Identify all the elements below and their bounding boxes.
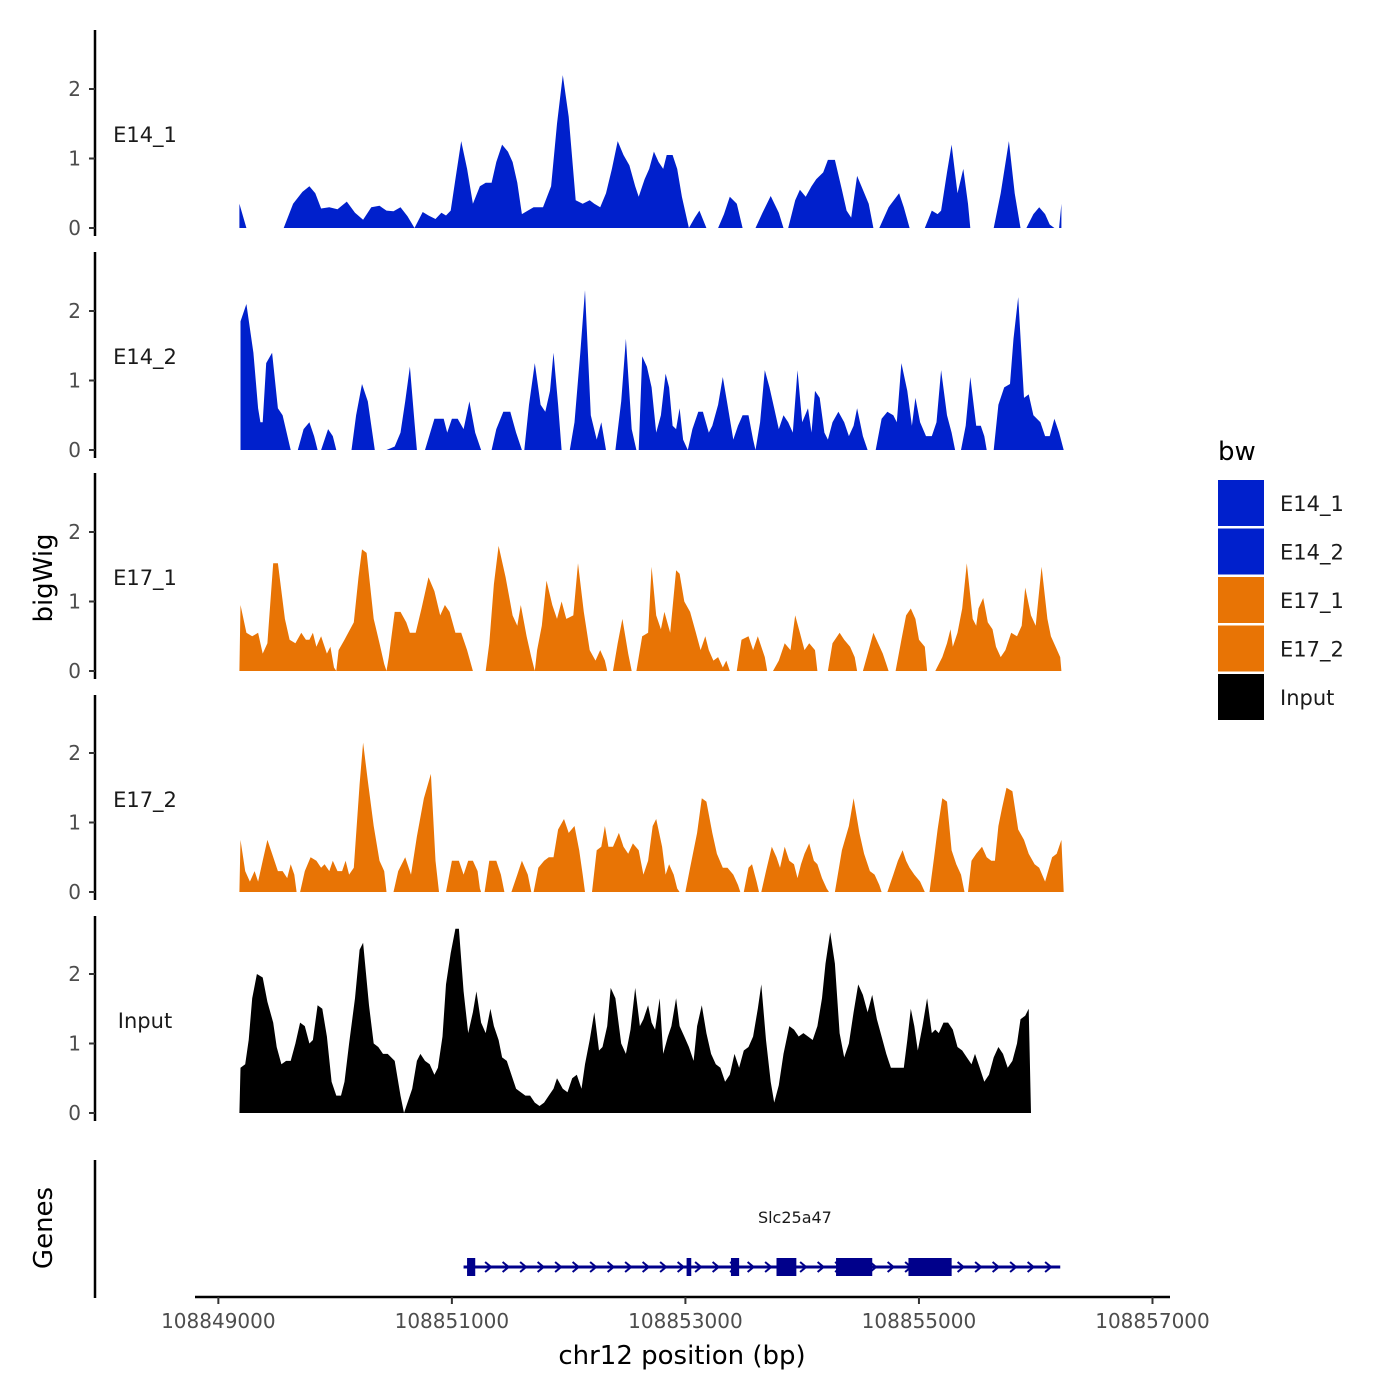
strand-arrow [554, 1261, 563, 1273]
gene-exon [467, 1258, 476, 1276]
signal-area-Input [239, 928, 1031, 1113]
signal-area-E14_1 [239, 75, 1062, 228]
track-Input: 0 1 2 Input [68, 916, 1031, 1125]
strand-arrow [641, 1261, 651, 1273]
x-tick-label: 108857000 [1095, 1309, 1210, 1333]
legend-entry-E14_2: E14_2 [1218, 528, 1344, 575]
strand-arrow [991, 1261, 1001, 1273]
legend-entry-Input: Input [1218, 674, 1334, 720]
track-label: E17_1 [113, 566, 177, 591]
legend-label: Input [1280, 686, 1334, 710]
legend-swatch [1218, 577, 1264, 623]
y-tick-label: 0 [68, 880, 81, 904]
signal-area-E17_1 [239, 545, 1062, 671]
y-tick-label: 1 [68, 811, 81, 835]
legend-label: E17_2 [1280, 638, 1344, 663]
gene-exon [730, 1258, 740, 1276]
y-tick-label: 0 [68, 659, 81, 683]
y-tick-label: 0 [68, 1101, 81, 1125]
strand-arrow [764, 1261, 773, 1273]
signal-area-E14_2 [240, 290, 1064, 450]
signal-tracks: 0 1 2 E14_1 0 1 2 E14_2 0 1 2 E17_1 0 1 2 E17_2 0 1 2 Input [68, 30, 1064, 1125]
strand-arrow [1009, 1261, 1018, 1273]
gene-exon [836, 1258, 873, 1276]
x-tick-label: 108855000 [862, 1309, 977, 1333]
legend-label: E17_1 [1280, 589, 1344, 614]
strand-arrow [1026, 1261, 1036, 1273]
gene-exon [908, 1258, 952, 1276]
signal-area-E17_2 [239, 742, 1064, 892]
strand-arrow [624, 1261, 633, 1273]
legend: E14_1 E14_2 E17_1 E17_2 Input [1218, 480, 1344, 720]
strand-arrow [519, 1261, 528, 1273]
genes-panel: Slc25a47 [93, 1160, 1061, 1298]
track-E14_2: 0 1 2 E14_2 [68, 252, 1064, 462]
legend-swatch [1218, 528, 1264, 575]
legend-entry-E14_1: E14_1 [1218, 480, 1344, 526]
y-tick-label: 1 [68, 1032, 81, 1056]
strand-arrow [606, 1261, 616, 1273]
y-tick-label: 1 [68, 590, 81, 614]
strand-arrow [974, 1261, 983, 1273]
gene-exon [776, 1258, 797, 1276]
gene-label: Slc25a47 [758, 1208, 832, 1227]
strand-arrow [659, 1261, 668, 1273]
strand-arrow [886, 1261, 896, 1273]
legend-title: bw [1218, 437, 1256, 467]
track-E17_1: 0 1 2 E17_1 [68, 473, 1062, 683]
strand-arrow [694, 1261, 703, 1273]
legend-entry-E17_2: E17_2 [1218, 625, 1344, 672]
legend-swatch [1218, 674, 1264, 720]
y-tick-label: 2 [68, 299, 81, 323]
strand-arrow [799, 1261, 808, 1273]
strand-arrow [536, 1261, 546, 1273]
legend-entry-E17_1: E17_1 [1218, 577, 1344, 623]
strand-arrow [1044, 1261, 1053, 1273]
y-axis-title: bigWig [29, 533, 59, 622]
strand-arrow [746, 1261, 756, 1273]
strand-arrow [711, 1261, 721, 1273]
x-tick-label: 108853000 [628, 1309, 743, 1333]
y-tick-label: 0 [68, 216, 81, 240]
track-E17_2: 0 1 2 E17_2 [68, 695, 1064, 904]
y-tick-label: 0 [68, 438, 81, 462]
y-tick-label: 1 [68, 147, 81, 171]
strand-arrow [816, 1261, 826, 1273]
genes-axis-title: Genes [29, 1187, 59, 1269]
strand-arrow [676, 1261, 686, 1273]
x-tick-label: 108851000 [395, 1309, 510, 1333]
legend-label: E14_1 [1280, 492, 1344, 517]
y-tick-label: 2 [68, 741, 81, 765]
strand-arrow [501, 1261, 511, 1273]
legend-swatch [1218, 480, 1264, 526]
track-label: E14_1 [113, 123, 177, 148]
y-tick-label: 2 [68, 962, 81, 986]
strand-arrow [956, 1261, 966, 1273]
track-E14_1: 0 1 2 E14_1 [68, 30, 1062, 240]
gene-Slc25a47: Slc25a47 [463, 1208, 1061, 1276]
gene-exon [686, 1258, 692, 1276]
track-label: Input [118, 1009, 172, 1033]
x-axis: 108849000 108851000 108853000 108855000 1088… [161, 1295, 1210, 1333]
y-tick-label: 2 [68, 520, 81, 544]
y-tick-label: 1 [68, 369, 81, 393]
x-axis-title: chr12 position (bp) [558, 1341, 805, 1371]
strand-arrow [484, 1261, 493, 1273]
legend-swatch [1218, 625, 1264, 672]
strand-arrow [589, 1261, 598, 1273]
strand-arrow [571, 1261, 581, 1273]
y-tick-label: 2 [68, 77, 81, 101]
x-tick-label: 108849000 [161, 1309, 276, 1333]
legend-label: E14_2 [1280, 541, 1344, 566]
track-label: E17_2 [113, 788, 177, 813]
track-label: E14_2 [113, 345, 177, 370]
